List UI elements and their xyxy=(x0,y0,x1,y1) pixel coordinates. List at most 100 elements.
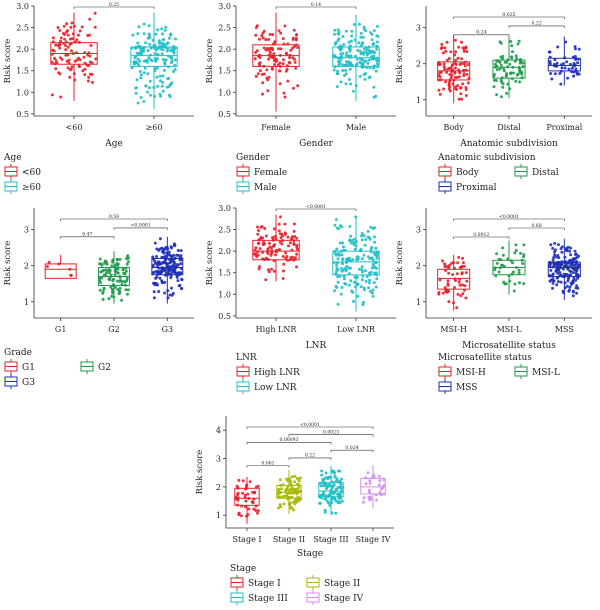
data-point xyxy=(161,80,164,84)
data-point xyxy=(275,58,279,62)
x-tick-label: Stage I xyxy=(232,535,261,544)
data-point xyxy=(124,266,128,270)
data-point xyxy=(284,51,288,55)
data-point xyxy=(241,491,245,495)
data-point xyxy=(102,286,106,290)
y-tick-label: 1.0 xyxy=(218,290,231,299)
data-point xyxy=(153,94,157,98)
data-point xyxy=(372,29,376,33)
data-point xyxy=(451,273,455,277)
data-point xyxy=(142,49,145,53)
data-point xyxy=(563,66,567,70)
data-point xyxy=(267,75,271,79)
y-tick-label: 2.0 xyxy=(16,45,29,54)
data-point xyxy=(467,76,471,80)
data-point xyxy=(345,63,349,67)
data-point xyxy=(293,502,297,506)
data-point xyxy=(167,36,171,40)
data-point xyxy=(177,271,181,275)
data-point xyxy=(344,72,348,76)
data-point xyxy=(453,266,456,270)
data-point xyxy=(163,62,167,66)
x-tick-label: G3 xyxy=(162,325,173,334)
data-point xyxy=(256,232,260,236)
data-point xyxy=(343,266,347,270)
data-point xyxy=(58,56,62,60)
data-point xyxy=(126,255,130,259)
data-point xyxy=(364,72,367,75)
data-point xyxy=(375,40,379,44)
data-point xyxy=(156,84,160,88)
data-point xyxy=(166,289,170,293)
data-point xyxy=(360,231,364,235)
legend-key xyxy=(230,590,244,605)
data-point xyxy=(575,265,579,269)
data-point xyxy=(560,260,564,264)
data-point xyxy=(62,24,66,28)
data-point xyxy=(336,492,340,496)
data-point xyxy=(336,275,340,279)
data-point xyxy=(373,253,377,257)
data-point xyxy=(71,32,75,36)
data-point xyxy=(152,281,155,285)
data-point xyxy=(361,300,365,304)
data-point xyxy=(558,273,562,277)
data-point xyxy=(160,255,164,259)
data-point xyxy=(375,256,379,260)
data-point xyxy=(442,87,446,91)
legend-label: MSS xyxy=(456,383,477,393)
data-point xyxy=(271,33,275,36)
data-point xyxy=(98,262,102,266)
data-point xyxy=(295,500,299,504)
data-point xyxy=(439,78,443,82)
data-point xyxy=(457,255,461,259)
data-point xyxy=(293,258,297,261)
data-point xyxy=(280,232,284,236)
data-point xyxy=(574,268,578,272)
data-point xyxy=(320,473,324,477)
data-point xyxy=(448,66,452,70)
data-point xyxy=(273,227,276,231)
data-point xyxy=(253,57,257,61)
data-point xyxy=(130,46,134,50)
data-point xyxy=(361,41,365,45)
data-point xyxy=(566,279,570,283)
data-point xyxy=(574,278,578,282)
data-point xyxy=(458,277,462,281)
data-point xyxy=(126,288,130,292)
data-point xyxy=(347,256,350,260)
data-point xyxy=(278,248,281,251)
data-point xyxy=(565,284,569,288)
data-point xyxy=(158,79,162,83)
data-point xyxy=(365,66,369,69)
data-point xyxy=(514,54,518,58)
data-point xyxy=(108,271,111,275)
data-point xyxy=(289,256,293,260)
data-point xyxy=(243,493,247,497)
data-point xyxy=(104,274,108,278)
data-point xyxy=(374,493,378,497)
data-point xyxy=(494,65,498,69)
data-point xyxy=(285,494,288,497)
data-point xyxy=(548,279,552,283)
data-point xyxy=(367,488,371,492)
data-point xyxy=(169,83,173,87)
data-point xyxy=(178,258,182,262)
data-point xyxy=(262,72,266,76)
data-point xyxy=(341,248,345,252)
data-point xyxy=(329,475,333,479)
data-point xyxy=(98,257,102,261)
data-point xyxy=(502,280,506,284)
data-point xyxy=(268,47,272,51)
data-point xyxy=(555,264,559,268)
data-point xyxy=(574,286,578,290)
data-point xyxy=(453,38,457,42)
data-point xyxy=(173,67,177,71)
data-point xyxy=(564,261,568,265)
box-low-lnr xyxy=(332,215,380,312)
legend-anatomic: Anatomic subdivision Body Distal Proximal xyxy=(437,153,559,194)
y-tick-label: 2 xyxy=(416,60,421,69)
data-point xyxy=(378,479,382,483)
data-point xyxy=(156,28,160,32)
data-point xyxy=(495,93,499,97)
